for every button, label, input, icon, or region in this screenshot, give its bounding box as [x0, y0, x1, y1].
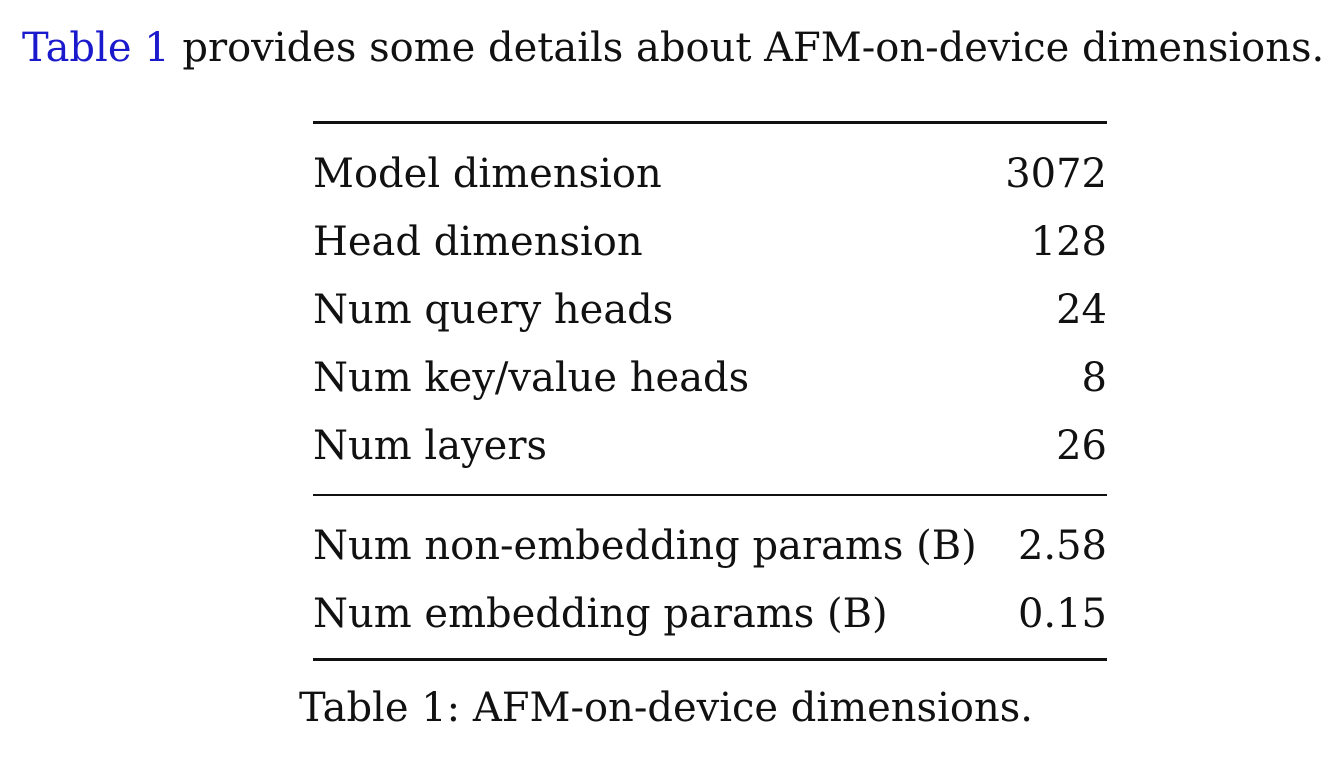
table-body-params: Num non-embedding params (B) 2.58 Num em…	[313, 496, 1107, 658]
row-value: 128	[1030, 219, 1107, 265]
row-label: Num embedding params (B)	[313, 591, 888, 637]
table-row: Head dimension 128	[313, 208, 1107, 276]
intro-paragraph: Table 1 provides some details about AFM-…	[22, 22, 1324, 74]
table-row: Num non-embedding params (B) 2.58	[313, 512, 1107, 580]
table-caption: Table 1: AFM-on-device dimensions.	[299, 685, 1033, 731]
row-label: Num non-embedding params (B)	[313, 523, 977, 569]
dimensions-table: Model dimension 3072 Head dimension 128 …	[313, 121, 1107, 661]
row-value: 2.58	[1017, 523, 1107, 569]
table-row: Num key/value heads 8	[313, 344, 1107, 412]
table-reference-link[interactable]: Table 1	[22, 25, 170, 71]
row-value: 26	[1056, 423, 1107, 469]
row-value: 0.15	[1017, 591, 1107, 637]
row-value: 3072	[1005, 151, 1107, 197]
row-value: 8	[1081, 355, 1107, 401]
row-label: Num key/value heads	[313, 355, 750, 401]
row-label: Head dimension	[313, 219, 643, 265]
row-label: Num query heads	[313, 287, 674, 333]
table-mid-rule	[313, 494, 1107, 496]
table-row: Model dimension 3072	[313, 140, 1107, 208]
table-body-architecture: Model dimension 3072 Head dimension 128 …	[313, 124, 1107, 494]
table-top-rule	[313, 121, 1107, 124]
intro-text: provides some details about AFM-on-devic…	[169, 25, 1325, 71]
table-bottom-rule	[313, 658, 1107, 661]
table-row: Num embedding params (B) 0.15	[313, 580, 1107, 648]
table-row: Num layers 26	[313, 412, 1107, 480]
row-value: 24	[1056, 287, 1107, 333]
row-label: Model dimension	[313, 151, 662, 197]
row-label: Num layers	[313, 423, 547, 469]
table-row: Num query heads 24	[313, 276, 1107, 344]
